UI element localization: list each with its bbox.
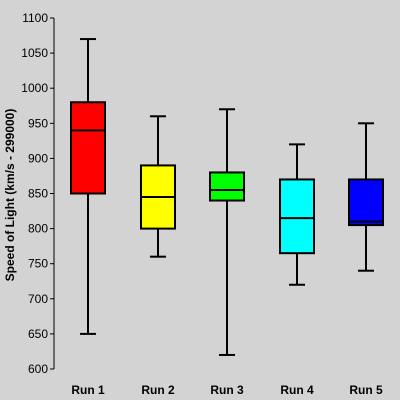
y-tick-label: 600 <box>28 362 48 376</box>
box-group <box>140 115 176 258</box>
box-iqr <box>209 171 245 202</box>
x-category-label: Run 2 <box>141 383 175 397</box>
box-group <box>209 108 245 356</box>
box-group <box>348 122 384 272</box>
y-axis: 600 650 700 750 800 850 900 950 1000 1050 1100 <box>21 11 55 376</box>
x-category-label: Run 1 <box>71 383 105 397</box>
box-iqr <box>348 178 384 227</box>
box-iqr <box>70 101 106 195</box>
y-tick-label: 800 <box>28 222 48 236</box>
y-tick-label: 750 <box>28 257 48 271</box>
y-tick-label: 650 <box>28 327 48 341</box>
box-iqr <box>279 178 315 255</box>
y-tick-label: 1050 <box>21 46 48 60</box>
y-tick-label: 900 <box>28 151 48 165</box>
x-axis-labels: Run 1 Run 2 Run 3 Run 4 Run 5 <box>71 383 383 397</box>
box-series <box>70 38 384 356</box>
x-category-label: Run 5 <box>349 383 383 397</box>
y-tick-label: 700 <box>28 292 48 306</box>
y-axis-label: Speed of Light (km/s - 299000) <box>3 109 17 282</box>
x-category-label: Run 3 <box>210 383 244 397</box>
y-tick-label: 850 <box>28 187 48 201</box>
y-tick-label: 950 <box>28 116 48 130</box>
x-category-label: Run 4 <box>280 383 314 397</box>
y-tick-label: 1100 <box>22 11 48 25</box>
box-group <box>70 38 106 335</box>
box-group <box>279 143 315 286</box>
y-tick-label: 1000 <box>21 81 48 95</box>
